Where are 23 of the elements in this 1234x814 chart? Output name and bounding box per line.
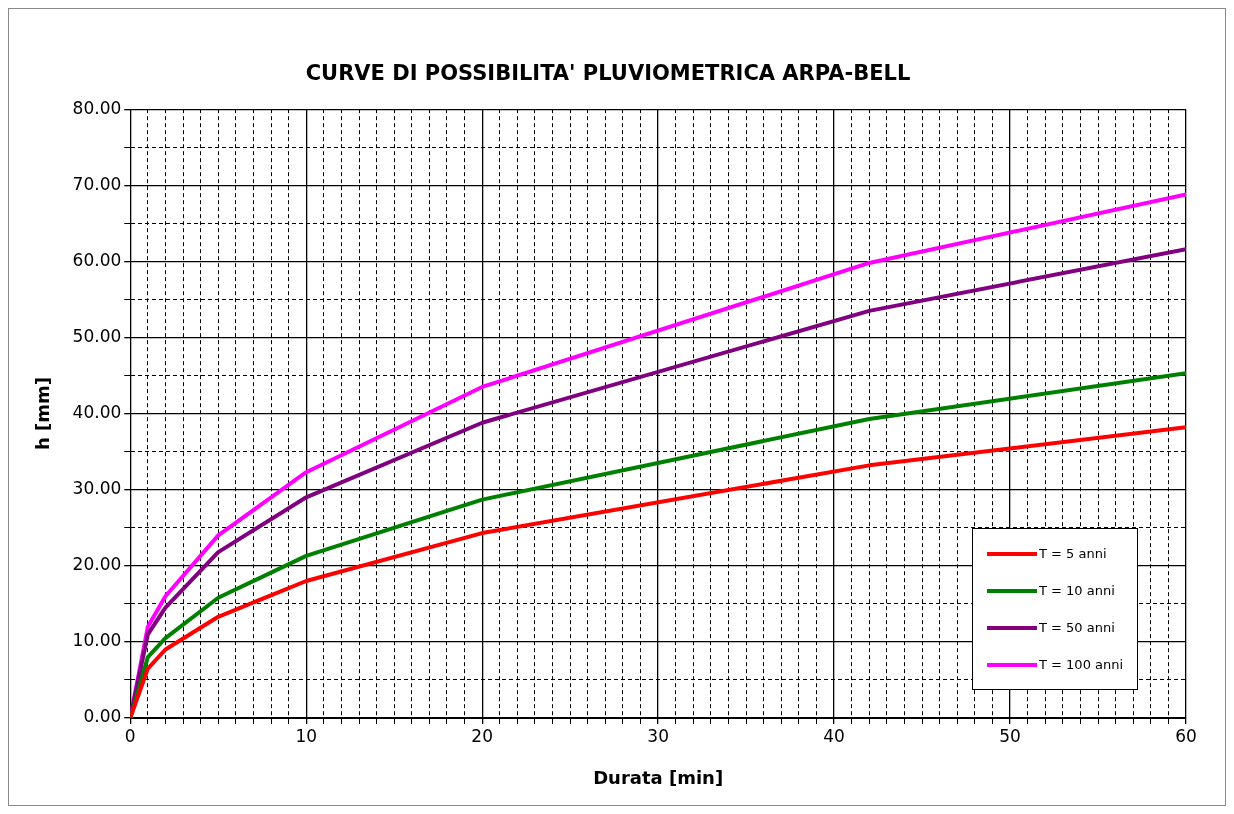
x-tick-label: 60 [1175, 725, 1197, 746]
legend-label: T = 10 anni [1039, 583, 1115, 598]
legend-label: T = 100 anni [1039, 657, 1124, 672]
y-tick-label: 10.00 [72, 630, 122, 651]
x-tick-label: 0 [124, 725, 136, 746]
y-tick-label: 40.00 [72, 402, 122, 423]
x-tick-label: 30 [647, 725, 669, 746]
x-axis-title: Durata [min] [593, 766, 724, 788]
x-tick-label: 40 [823, 725, 845, 746]
chart-title: CURVE DI POSSIBILITA' PLUVIOMETRICA ARPA-BELL [305, 61, 911, 86]
y-axis-title: h [mm] [32, 377, 54, 451]
x-tick-label: 10 [295, 725, 318, 746]
y-tick-label: 50.00 [72, 325, 122, 346]
y-tick-label: 80.00 [72, 97, 122, 118]
legend-label: T = 50 anni [1039, 620, 1115, 635]
x-tick-label: 50 [999, 725, 1021, 746]
y-tick-label: 20.00 [72, 554, 122, 575]
y-tick-label: 60.00 [72, 249, 122, 270]
y-tick-label: 0.00 [83, 706, 122, 727]
legend-label: T = 5 anni [1039, 546, 1107, 561]
y-tick-label: 30.00 [72, 478, 122, 499]
x-tick-label: 20 [471, 725, 493, 746]
y-tick-label: 70.00 [72, 173, 122, 194]
